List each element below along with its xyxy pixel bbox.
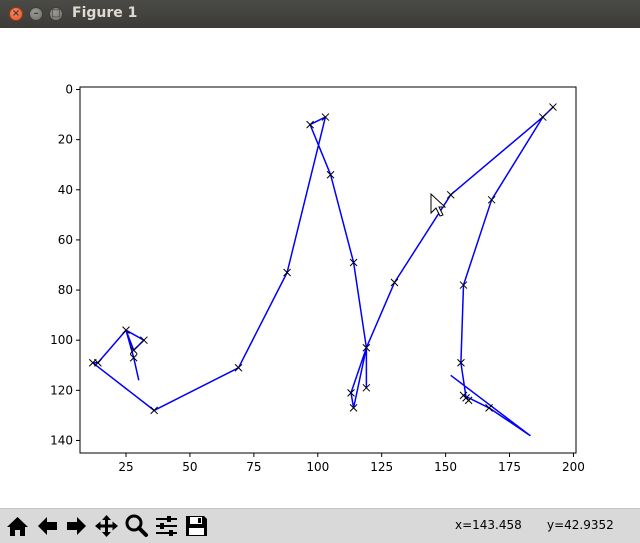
data-point-marker <box>538 113 547 121</box>
mouse-cursor-icon <box>430 192 447 217</box>
maximize-window-button[interactable]: □ <box>49 7 63 21</box>
data-point-marker <box>122 326 130 335</box>
data-point-marker <box>283 268 291 277</box>
move-icon <box>95 515 118 537</box>
data-point-marker <box>362 383 371 392</box>
window-title: Figure 1 <box>72 5 138 21</box>
data-point-marker <box>464 396 473 405</box>
y-tick-label: 0 <box>65 83 73 97</box>
close-window-button[interactable]: × <box>9 7 23 21</box>
x-tick-label: 25 <box>118 460 133 474</box>
y-tick-label: 40 <box>58 183 73 197</box>
series-line <box>92 106 554 437</box>
data-point-marker <box>362 343 371 352</box>
y-tick-label: 80 <box>58 283 73 297</box>
data-point-marker <box>485 404 493 412</box>
data-point-marker <box>326 170 335 179</box>
maximize-icon: □ <box>51 8 61 19</box>
subplots-button[interactable] <box>153 513 180 539</box>
arrow-right-icon <box>67 517 86 535</box>
data-point-marker <box>140 336 148 345</box>
save-button[interactable] <box>183 513 210 539</box>
x-tick-label: 100 <box>306 460 329 474</box>
data-point-marker <box>446 190 455 199</box>
y-tick-label: 120 <box>50 383 73 397</box>
home-icon <box>7 517 28 536</box>
title-bar: × – □ Figure 1 <box>0 0 640 29</box>
x-tick-label: 200 <box>562 460 585 474</box>
minimize-icon: – <box>33 8 39 19</box>
data-point-marker <box>349 404 358 412</box>
x-tick-label: 150 <box>434 460 457 474</box>
data-point-marker <box>129 353 138 362</box>
x-tick-label: 175 <box>498 460 521 474</box>
data-point-marker <box>390 278 399 287</box>
data-point-marker <box>234 363 243 372</box>
data-point-marker <box>129 346 138 355</box>
forward-button[interactable] <box>63 513 90 539</box>
y-tick-label: 20 <box>58 133 73 147</box>
data-point-marker <box>349 258 358 267</box>
x-tick-label: 75 <box>246 460 261 474</box>
y-coordinate-readout: y=42.9352 <box>547 518 614 532</box>
y-tick-label: 140 <box>50 433 73 447</box>
back-button[interactable] <box>34 513 61 539</box>
arrow-left-icon <box>38 517 57 535</box>
navigation-toolbar: x=143.458 y=42.9352 <box>0 508 640 543</box>
close-icon: × <box>11 8 21 19</box>
pan-button[interactable] <box>93 513 120 539</box>
data-point-marker <box>487 195 496 204</box>
sliders-icon <box>156 516 177 536</box>
x-tick-label: 50 <box>182 460 197 474</box>
zoom-button[interactable] <box>123 513 150 539</box>
y-tick-label: 100 <box>50 333 73 347</box>
magnifier-icon <box>125 514 148 537</box>
x-coordinate-readout: x=143.458 <box>455 518 522 532</box>
data-point-marker <box>94 358 102 367</box>
minimize-window-button[interactable]: – <box>29 7 43 21</box>
axes-frame <box>79 86 577 454</box>
data-point-marker <box>150 406 158 415</box>
data-point-marker <box>459 281 468 289</box>
x-tick-label: 125 <box>370 460 393 474</box>
data-point-marker <box>321 113 330 121</box>
plot-area[interactable]: 25 50 75 100 125 150 175 200 0 20 40 60 80 100 120 140 <box>0 28 640 508</box>
y-tick-label: 60 <box>58 233 73 247</box>
floppy-icon <box>186 516 207 536</box>
home-button[interactable] <box>4 513 31 539</box>
data-point-marker <box>457 358 465 367</box>
data-point-marker <box>549 103 557 111</box>
data-point-marker <box>347 388 355 397</box>
data-point-marker <box>306 120 314 129</box>
figure-canvas[interactable]: 25 50 75 100 125 150 175 200 0 20 40 60 80 100 120 140 <box>0 28 640 508</box>
